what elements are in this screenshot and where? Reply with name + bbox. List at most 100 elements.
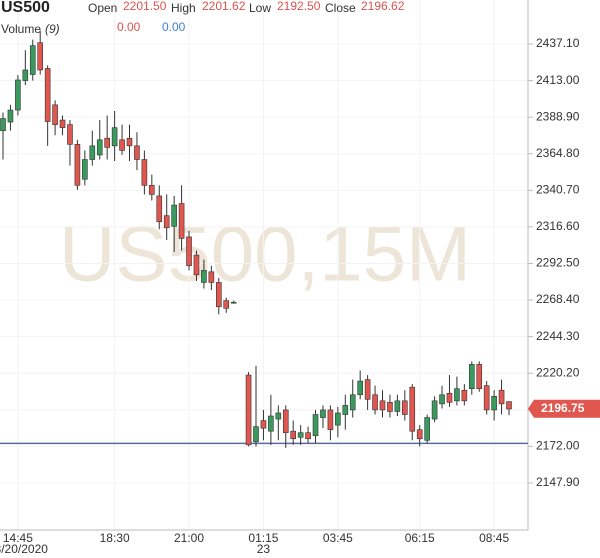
- volume-value: 0.00: [162, 20, 186, 34]
- x-tick-label: 18:30: [100, 531, 130, 545]
- x-tick-label: 01:15: [248, 531, 278, 545]
- symbol: US500: [1, 0, 50, 16]
- candle-body: [223, 300, 230, 309]
- ohlc-value: 2201.62: [202, 0, 246, 13]
- candle-body: [245, 374, 252, 446]
- candle-body: [424, 417, 430, 441]
- candle-body: [29, 45, 36, 75]
- y-tick-label: 2413.00: [536, 73, 580, 87]
- candle-body: [461, 389, 468, 402]
- candle-body: [439, 394, 445, 405]
- candle-body: [178, 203, 185, 239]
- candle-body: [364, 379, 371, 400]
- x-tick-label: 08:45: [479, 531, 509, 545]
- candle-body: [312, 414, 319, 437]
- candle-body: [476, 364, 483, 389]
- candle-body: [253, 426, 259, 443]
- candle-body: [171, 204, 177, 227]
- date-label: 03/20/2020: [0, 542, 48, 556]
- candle-body: [89, 145, 96, 160]
- candle-body: [44, 68, 51, 122]
- ohlc-label: Low: [249, 1, 271, 15]
- candle-body: [402, 400, 408, 415]
- candle-body: [134, 145, 140, 160]
- candle-body: [349, 394, 356, 411]
- y-tick-label: 2220.20: [536, 365, 580, 379]
- candle-body: [193, 254, 200, 276]
- candle-body: [357, 380, 363, 396]
- candle-body: [104, 137, 110, 148]
- candle-body: [96, 139, 103, 156]
- candle-body: [387, 402, 393, 412]
- candle-body: [372, 394, 378, 411]
- volume-value: 0.00: [117, 20, 141, 34]
- candle-body: [275, 412, 282, 420]
- candle-body: [327, 409, 334, 430]
- y-tick-label: 2388.90: [536, 109, 580, 123]
- x-tick-label: 14:45: [3, 531, 33, 545]
- candle-body: [290, 430, 297, 440]
- candle-body: [297, 432, 304, 438]
- candle-body: [111, 127, 118, 147]
- candle-body: [22, 69, 29, 81]
- y-tick-label: 2244.30: [536, 329, 580, 343]
- ohlc-value: 2192.50: [277, 0, 321, 13]
- candle-body: [7, 109, 14, 123]
- candle-body: [156, 195, 163, 223]
- candle-body: [186, 236, 192, 267]
- candle-body: [163, 215, 170, 229]
- candle-body: [59, 119, 66, 128]
- candle-body: [416, 429, 423, 440]
- candle-body: [483, 385, 490, 411]
- date-label: 23: [257, 542, 271, 556]
- y-tick-label: 2292.50: [536, 256, 580, 270]
- volume-period: (9): [45, 22, 60, 36]
- ohlc-label: Open: [88, 1, 117, 15]
- candle-body: [446, 392, 453, 403]
- y-tick-label: 2147.90: [536, 475, 580, 489]
- y-tick-label: 2172.00: [536, 439, 580, 453]
- candle-body: [305, 432, 311, 440]
- price-tag: [528, 399, 600, 418]
- ohlc-label: High: [171, 1, 196, 15]
- candle-body: [342, 405, 349, 415]
- candle-body: [119, 139, 125, 151]
- volume-label: Volume: [1, 22, 41, 36]
- candle-body: [335, 412, 341, 426]
- x-tick-label: 21:00: [174, 531, 204, 545]
- candle-body: [431, 400, 438, 420]
- y-tick-label: 2364.80: [536, 146, 580, 160]
- x-tick-label: 06:15: [405, 531, 435, 545]
- candle-body: [379, 400, 386, 411]
- candle-body: [268, 415, 274, 432]
- x-tick-label: 03:45: [323, 531, 353, 545]
- candle-body: [15, 79, 21, 111]
- candle-body: [0, 118, 6, 131]
- candle-body: [394, 400, 401, 412]
- candle-body: [37, 42, 44, 71]
- candle-body: [208, 271, 215, 283]
- ohlc-value: 2201.50: [123, 0, 167, 13]
- watermark: US500,15M: [59, 210, 471, 298]
- y-tick-label: 2268.40: [536, 292, 580, 306]
- candle-body: [74, 144, 81, 186]
- candle-body: [282, 409, 289, 434]
- y-tick-label: 2316.60: [536, 219, 580, 233]
- ohlc-label: Close: [325, 1, 356, 15]
- y-tick-label: 2437.10: [536, 36, 580, 50]
- candle-body: [215, 282, 222, 308]
- y-tick-label: 2340.70: [536, 182, 580, 196]
- candle-body: [82, 159, 88, 180]
- candle-body: [468, 364, 475, 389]
- candle-body: [201, 270, 207, 283]
- ohlc-value: 2196.62: [361, 0, 405, 13]
- candle-body: [409, 386, 416, 432]
- price-tag-label: 2196.75: [541, 401, 585, 415]
- candle-body: [52, 104, 58, 125]
- candle-body: [454, 388, 460, 402]
- candle-body: [230, 301, 237, 304]
- candle-body: [491, 395, 497, 411]
- candle-body: [506, 401, 512, 410]
- candle-body: [260, 420, 267, 429]
